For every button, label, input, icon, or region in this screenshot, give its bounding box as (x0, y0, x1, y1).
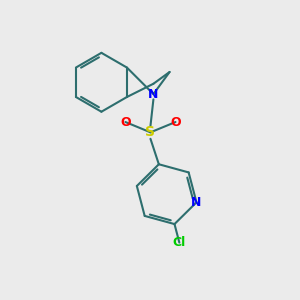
Text: O: O (170, 116, 181, 128)
Text: S: S (146, 125, 155, 139)
Text: Cl: Cl (173, 236, 186, 249)
Text: O: O (120, 116, 131, 128)
Text: N: N (148, 88, 159, 100)
Text: N: N (191, 196, 202, 209)
